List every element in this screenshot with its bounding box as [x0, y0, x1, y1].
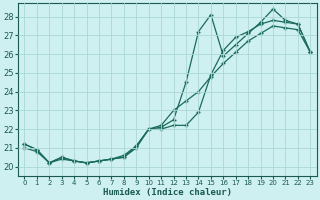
X-axis label: Humidex (Indice chaleur): Humidex (Indice chaleur)	[103, 188, 232, 197]
